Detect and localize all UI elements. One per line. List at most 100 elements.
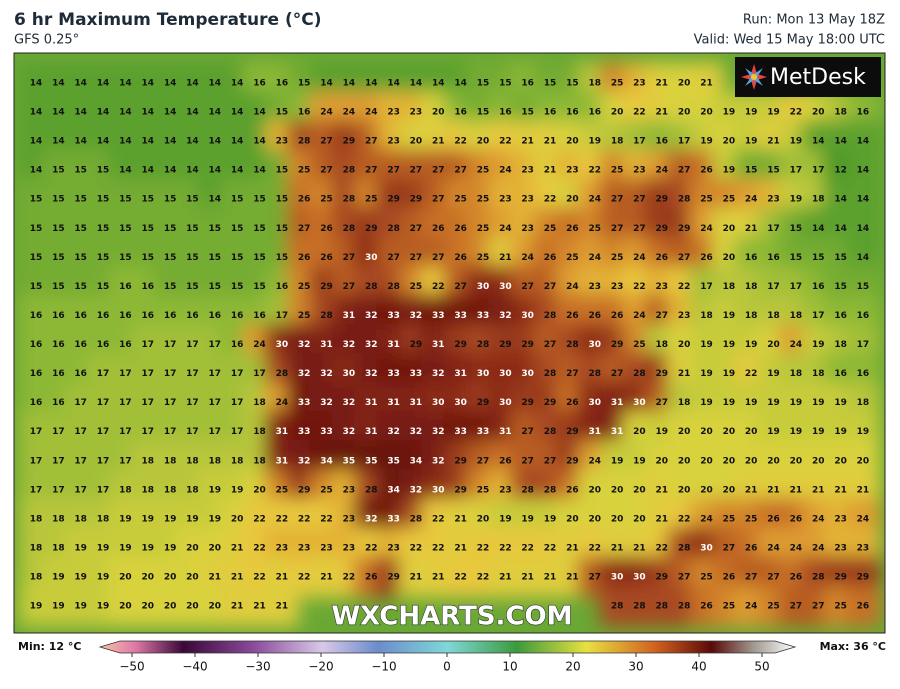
- temperature-value: 22: [432, 543, 445, 553]
- temperature-value: 33: [298, 427, 311, 437]
- temperature-value: 23: [521, 166, 534, 176]
- temperature-value: 15: [790, 253, 803, 263]
- colorbar-tick-label: 10: [502, 660, 517, 674]
- temperature-value: 23: [343, 543, 356, 553]
- temperature-value: 21: [790, 485, 803, 495]
- temperature-value: 17: [119, 456, 132, 466]
- temperature-value: 14: [432, 79, 445, 89]
- temperature-value: 25: [723, 195, 736, 205]
- temperature-value: 17: [700, 282, 713, 292]
- temperature-value: 27: [745, 573, 758, 583]
- temperature-value: 28: [298, 137, 311, 147]
- temperature-value: 24: [633, 311, 646, 321]
- temperature-value: 21: [857, 485, 870, 495]
- temperature-value: 25: [611, 166, 624, 176]
- temperature-value: 22: [499, 543, 512, 553]
- temperature-value: 20: [209, 543, 222, 553]
- temperature-value: 32: [499, 311, 512, 321]
- temperature-value: 20: [745, 456, 758, 466]
- temperature-value: 27: [365, 137, 378, 147]
- temperature-value: 14: [30, 166, 43, 176]
- temperature-value: 20: [834, 456, 847, 466]
- temperature-value: 15: [231, 282, 244, 292]
- temperature-value: 14: [253, 166, 266, 176]
- temperature-value: 14: [343, 79, 356, 89]
- colorbar-tick-label: 30: [628, 660, 643, 674]
- temperature-value: 33: [477, 311, 490, 321]
- temperature-value: 24: [633, 253, 646, 263]
- temperature-value: 27: [678, 573, 691, 583]
- temperature-value: 31: [611, 427, 624, 437]
- temperature-value: 15: [97, 253, 110, 263]
- temperature-value: 26: [790, 573, 803, 583]
- temperature-value: 31: [588, 427, 601, 437]
- temperature-value: 19: [52, 573, 65, 583]
- temperature-value: 25: [611, 253, 624, 263]
- temperature-value: 30: [477, 282, 490, 292]
- temperature-value: 24: [276, 398, 289, 408]
- temperature-value: 27: [320, 166, 333, 176]
- temperature-value: 18: [656, 340, 669, 350]
- temperature-value: 15: [74, 253, 87, 263]
- temperature-value: 15: [97, 195, 110, 205]
- colorbar: [98, 640, 797, 654]
- temperature-value: 26: [700, 602, 713, 612]
- temperature-value: 16: [499, 108, 512, 118]
- temperature-value: 25: [745, 514, 758, 524]
- temperature-value: 21: [745, 485, 758, 495]
- temperature-value: 28: [678, 543, 691, 553]
- temperature-value: 17: [30, 456, 43, 466]
- temperature-value: 28: [633, 602, 646, 612]
- colorbar-ticks: −50 −40 −30 −20 −10 0 10 20 30 40 50: [119, 653, 770, 674]
- temperature-value: 15: [231, 195, 244, 205]
- temperature-value: 25: [477, 485, 490, 495]
- temperature-value: 14: [209, 166, 222, 176]
- temperature-value: 16: [52, 369, 65, 379]
- temperature-value: 27: [343, 253, 356, 263]
- temperature-value: 20: [678, 340, 691, 350]
- temperature-value: 23: [387, 108, 400, 118]
- temperature-value: 32: [432, 456, 445, 466]
- temperature-value: 25: [320, 485, 333, 495]
- logo: MetDesk: [735, 57, 881, 97]
- temperature-value: 30: [365, 253, 378, 263]
- temperature-value: 18: [30, 573, 43, 583]
- temperature-value: 15: [52, 195, 65, 205]
- temperature-value: 30: [521, 369, 534, 379]
- temperature-value: 15: [544, 79, 557, 89]
- temperature-value: 19: [790, 398, 803, 408]
- temperature-value: 18: [119, 485, 132, 495]
- temperature-value: 16: [52, 311, 65, 321]
- temperature-value: 15: [209, 282, 222, 292]
- temperature-value: 21: [454, 514, 467, 524]
- temperature-value: 27: [678, 166, 691, 176]
- temperature-value: 25: [477, 253, 490, 263]
- temperature-value: 17: [74, 427, 87, 437]
- temperature-value: 14: [231, 108, 244, 118]
- temperature-value: 31: [320, 340, 333, 350]
- temperature-value: 15: [119, 224, 132, 234]
- temperature-value: 31: [365, 427, 378, 437]
- temperature-value: 18: [30, 514, 43, 524]
- temperature-value: 33: [298, 398, 311, 408]
- temperature-value: 15: [164, 195, 177, 205]
- temperature-value: 17: [141, 369, 154, 379]
- temperature-value: 26: [298, 195, 311, 205]
- temperature-value: 18: [253, 398, 266, 408]
- temperature-value: 20: [477, 514, 490, 524]
- temperature-value: 22: [499, 137, 512, 147]
- temperature-value: 20: [745, 427, 758, 437]
- temperature-value: 23: [678, 311, 691, 321]
- temperature-value: 18: [812, 195, 825, 205]
- temperature-value: 19: [790, 427, 803, 437]
- temperature-value: 15: [30, 224, 43, 234]
- temperature-value: 23: [276, 137, 289, 147]
- temperature-value: 30: [454, 398, 467, 408]
- temperature-value: 20: [164, 573, 177, 583]
- temperature-value: 15: [767, 166, 780, 176]
- temperature-value: 14: [74, 79, 87, 89]
- temperature-value: 19: [790, 195, 803, 205]
- colorbar-tick-label: −10: [371, 660, 396, 674]
- temperature-value: 17: [209, 427, 222, 437]
- temperature-value: 21: [544, 573, 557, 583]
